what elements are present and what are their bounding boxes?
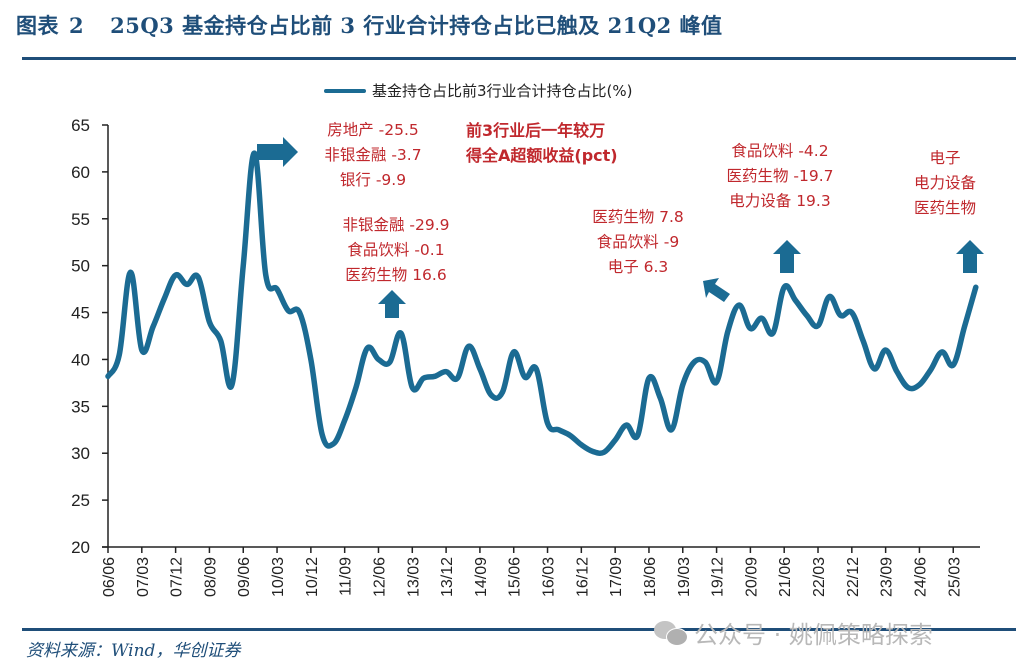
annotation-line: 非银金融 -29.9: [342, 216, 450, 234]
x-tick-label: 14/09: [473, 557, 490, 597]
x-tick-label: 10/12: [304, 557, 321, 597]
annotation-arrows: [257, 137, 984, 318]
figure-title: 图表 2 25Q3 基金持仓占比前 3 行业合计持仓占比已触及 21Q2 峰值: [16, 10, 723, 40]
annotation-line: 医药生物 7.8: [592, 208, 684, 226]
x-tick-label: 21/06: [777, 557, 794, 597]
annotation-line: 电力设备 19.3: [729, 192, 831, 210]
wechat-icon: [654, 619, 688, 647]
y-tick-label: 45: [71, 304, 90, 323]
legend-swatch: [324, 88, 366, 93]
y-tick-label: 30: [71, 444, 90, 463]
y-tick-label: 35: [71, 397, 90, 416]
x-tick-label: 15/06: [507, 557, 524, 597]
annotation-line: 食品饮料 -9: [596, 233, 680, 251]
x-tick-label: 11/09: [338, 557, 355, 596]
legend-label: 基金持仓占比前3行业合计持仓占比(%): [372, 82, 633, 100]
annotation-line: 电子: [929, 149, 961, 167]
annotation-line: 食品饮料 -0.1: [347, 241, 445, 259]
annotation-line: 医药生物 16.6: [345, 266, 447, 284]
x-tick-label: 19/03: [676, 557, 693, 597]
arrow-up-icon: [378, 290, 406, 318]
x-tick-label: 18/06: [642, 557, 659, 597]
annotation-2106: 食品饮料 -4.2 医药生物 -19.7 电力设备 19.3: [705, 139, 855, 214]
x-tick-label: 16/12: [574, 557, 591, 597]
x-tick-label: 24/06: [912, 557, 929, 597]
y-tick-label: 65: [71, 116, 90, 135]
chart-axes: [102, 125, 980, 548]
y-tick-label: 50: [71, 257, 90, 276]
x-tick-label: 23/09: [879, 557, 896, 597]
x-tick-label: 19/12: [710, 557, 727, 597]
x-tick-label: 10/03: [270, 557, 287, 597]
title-divider: [22, 57, 1016, 60]
x-axis-ticks: 06/06 07/03 07/12 08/09 09/06 10/03 10/12 11/09…: [101, 547, 963, 597]
annotation-line: 房地产 -25.5: [327, 121, 419, 139]
arrow-up-left-icon: [703, 278, 730, 302]
x-tick-label: 22/12: [845, 557, 862, 597]
x-tick-label: 13/03: [405, 557, 422, 597]
annotation-line: 银行 -9.9: [339, 171, 407, 189]
annotation-1206: 非银金融 -29.9 食品饮料 -0.1 医药生物 16.6: [316, 213, 476, 288]
x-tick-label: 12/06: [371, 557, 388, 597]
annotation-2509: 电子 电力设备 医药生物: [895, 146, 995, 221]
annotation-0906: 房地产 -25.5 非银金融 -3.7 银行 -9.9: [298, 118, 448, 193]
annotation-line: 食品饮料 -4.2: [731, 142, 829, 160]
footer-divider: [22, 628, 1016, 631]
figure-number: 2: [69, 13, 85, 38]
x-tick-label: 07/12: [169, 557, 186, 597]
x-tick-label: 20/09: [743, 557, 760, 597]
annotation-line: 非银金融 -3.7: [324, 146, 422, 164]
y-tick-label: 55: [71, 210, 90, 229]
arrow-right-icon: [257, 137, 298, 167]
annotation-2003: 医药生物 7.8 食品饮料 -9 电子 6.3: [568, 205, 708, 280]
figure-label: 图表: [16, 13, 59, 38]
x-tick-label: 08/09: [202, 557, 219, 597]
watermark-text: 公众号 · 姚佩策略探索: [694, 621, 933, 649]
y-tick-label: 20: [71, 538, 90, 557]
y-tick-label: 25: [71, 491, 90, 510]
note-line: 得全A超额收益(pct): [466, 146, 618, 165]
chart-legend: 基金持仓占比前3行业合计持仓占比(%): [324, 80, 633, 101]
y-tick-label: 40: [71, 350, 90, 369]
x-tick-label: 09/06: [236, 557, 253, 597]
x-tick-label: 13/12: [439, 557, 456, 597]
annotation-line: 医药生物: [913, 199, 976, 217]
x-tick-label: 25/03: [946, 557, 963, 597]
watermark: 公众号 · 姚佩策略探索: [654, 615, 933, 650]
annotation-line: 电力设备: [913, 174, 976, 192]
x-tick-label: 17/09: [608, 557, 625, 597]
note-line: 前3行业后一年较万: [466, 121, 606, 140]
y-tick-label: 60: [71, 163, 90, 182]
x-tick-label: 06/06: [101, 557, 118, 597]
annotation-line: 电子 6.3: [607, 258, 669, 276]
x-tick-label: 22/03: [811, 557, 828, 597]
annotation-line: 医药生物 -19.7: [726, 167, 834, 185]
figure-title-text: 25Q3 基金持仓占比前 3 行业合计持仓占比已触及 21Q2 峰值: [110, 13, 723, 38]
y-axis-ticks: 20 25 30 35 40 45 50 55 60 65: [71, 116, 108, 557]
annotation-note: 前3行业后一年较万 得全A超额收益(pct): [466, 118, 618, 168]
x-tick-label: 16/03: [541, 557, 558, 597]
series-line: [105, 150, 979, 456]
arrow-up-icon: [956, 240, 984, 273]
source-note: 资料来源：Wind，华创证券: [26, 641, 241, 661]
x-tick-label: 07/03: [135, 557, 152, 597]
arrow-up-icon: [773, 240, 801, 273]
